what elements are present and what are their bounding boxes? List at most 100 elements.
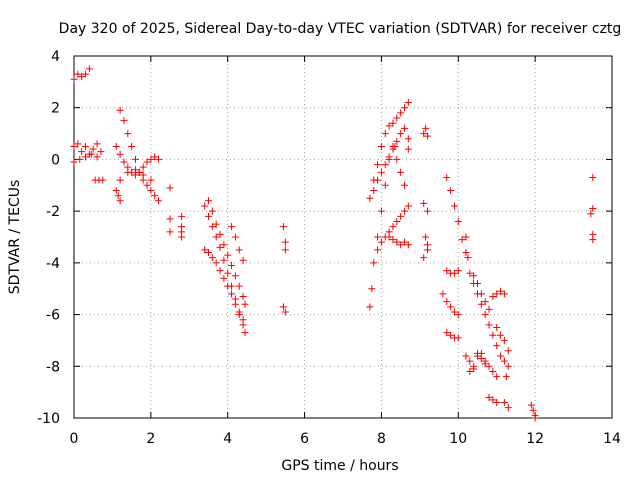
data-point: [370, 259, 378, 267]
data-point: [504, 362, 512, 370]
series-arc-dd: [489, 287, 508, 300]
series-arc-ll: [587, 174, 597, 244]
data-point: [377, 238, 385, 246]
data-point: [477, 355, 485, 363]
y-tick-label: 0: [51, 152, 60, 168]
data-point: [241, 300, 249, 308]
series-arc-jj: [500, 398, 512, 412]
data-point: [529, 406, 537, 414]
plot-frame: [73, 55, 613, 419]
data-point: [220, 256, 228, 264]
data-point: [477, 290, 485, 298]
data-point: [116, 197, 124, 205]
data-point: [281, 308, 289, 316]
series-arc-a: [70, 65, 93, 83]
data-point: [397, 109, 405, 117]
x-axis-label: GPS time / hours: [281, 458, 398, 474]
data-point: [231, 272, 239, 280]
data-point: [404, 135, 412, 143]
data-point: [89, 145, 97, 153]
data-point: [216, 243, 224, 251]
series-arc-cc: [470, 272, 493, 313]
data-point: [443, 267, 451, 275]
data-point: [139, 163, 147, 171]
data-point: [466, 357, 474, 365]
data-point: [424, 241, 432, 249]
series-arc-gg: [493, 324, 512, 355]
data-point: [212, 259, 220, 267]
data-point: [368, 285, 376, 293]
data-point: [397, 168, 405, 176]
data-point: [124, 168, 132, 176]
series-arc-y: [439, 290, 462, 319]
data-point: [231, 300, 239, 308]
data-point: [235, 311, 243, 319]
data-point: [216, 230, 224, 238]
data-point: [391, 143, 399, 150]
data-point: [281, 238, 289, 246]
data-point: [143, 158, 151, 166]
data-point: [70, 143, 78, 150]
data-point: [420, 130, 428, 138]
data-point: [279, 223, 287, 231]
data-point: [502, 373, 510, 381]
data-point: [589, 205, 597, 213]
data-point: [424, 132, 432, 140]
data-point: [116, 176, 124, 184]
axis-ticks: [73, 55, 613, 419]
data-point: [397, 212, 405, 220]
data-point: [220, 241, 228, 249]
data-point: [374, 176, 382, 184]
data-point: [464, 254, 472, 262]
data-point: [224, 269, 232, 277]
data-point: [493, 373, 501, 381]
y-tick-label: 2: [51, 101, 60, 117]
data-point: [389, 119, 397, 127]
data-point: [485, 305, 493, 313]
data-point: [366, 303, 374, 311]
data-point: [400, 124, 408, 132]
data-point: [166, 184, 174, 192]
series-arc-aa: [462, 233, 472, 262]
data-point: [400, 207, 408, 215]
data-point: [404, 241, 412, 249]
series-arc-f: [112, 143, 163, 179]
x-tick-label: 2: [146, 431, 155, 447]
data-point: [216, 267, 224, 275]
data-point: [228, 261, 236, 269]
data-point: [439, 290, 447, 298]
data-point: [208, 223, 216, 231]
grid-lines: [74, 56, 612, 418]
data-point: [422, 233, 430, 241]
data-point: [82, 153, 90, 161]
data-point: [489, 292, 497, 300]
data-point: [450, 308, 458, 316]
data-point: [404, 202, 412, 210]
data-point: [381, 130, 389, 138]
series-arc-o: [279, 223, 289, 316]
series-arc-k: [201, 202, 247, 324]
x-tick-label: 10: [449, 431, 467, 447]
data-point: [70, 75, 78, 83]
data-point: [462, 249, 470, 257]
data-point: [78, 73, 86, 81]
data-point: [587, 210, 595, 218]
data-point: [531, 414, 539, 422]
data-point: [466, 367, 474, 375]
y-tick-label: 4: [51, 49, 60, 65]
y-axis-label: SDTVAR / TECUs: [7, 180, 23, 295]
data-point: [454, 217, 462, 225]
data-point: [497, 331, 505, 339]
data-point: [231, 233, 239, 241]
data-point: [74, 70, 82, 78]
data-point: [97, 148, 105, 156]
chart-title: Day 320 of 2025, Sidereal Day-to-day VTE…: [59, 21, 622, 37]
data-point: [489, 331, 497, 339]
data-point: [377, 168, 385, 176]
data-point: [389, 236, 397, 244]
data-point: [381, 181, 389, 189]
data-point: [500, 398, 508, 406]
data-point: [474, 280, 481, 288]
x-tick-label: 8: [377, 431, 386, 447]
